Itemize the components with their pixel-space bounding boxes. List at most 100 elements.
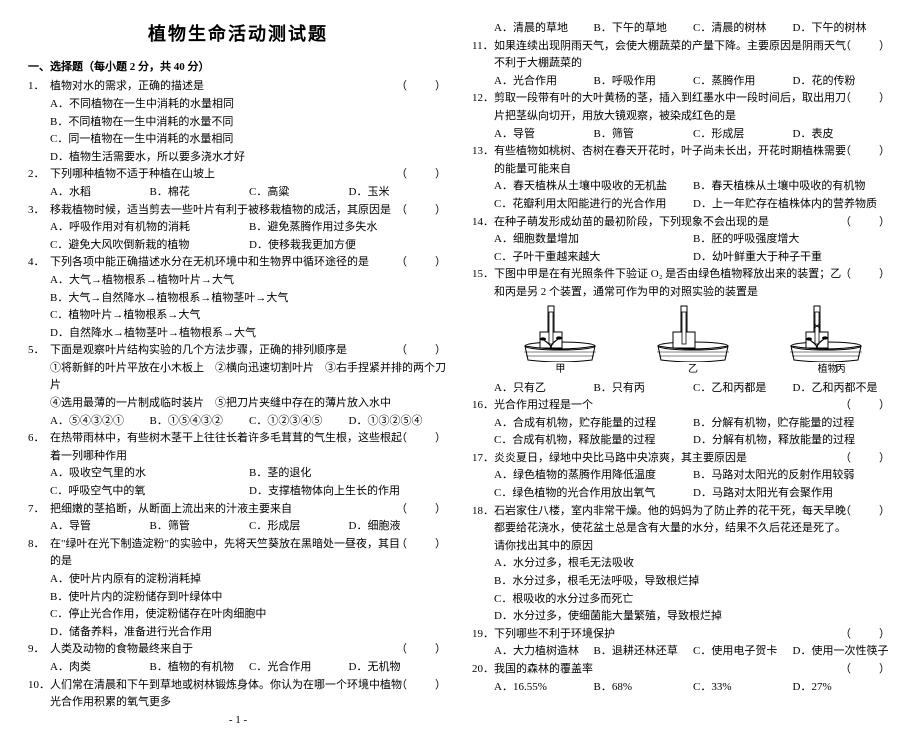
question-number: 18． <box>472 503 494 521</box>
question-stem: 12．剪取一段带有叶的大叶黄杨的茎，插入到红墨水中一段时间后，取出用刀片把茎纵向… <box>472 90 892 125</box>
answer-paren: （ ） <box>840 266 892 284</box>
option: C．避免大风吹倒新栽的植物 <box>50 237 249 255</box>
option: B．避免蒸腾作用过多失水 <box>249 219 448 237</box>
answer-paren: （ ） <box>396 166 448 184</box>
question-options: A．水分过多，根毛无法吸收B．水分过多，根毛无法呼吸，导致根烂掉C．根吸收的水分… <box>472 555 892 625</box>
option: D．上一年贮存在植株体内的营养物质 <box>693 196 892 214</box>
option: B．水分过多，根毛无法呼吸，导致根烂掉 <box>494 573 892 591</box>
question-options: A．⑤④③②①B．①⑤④③②C．①②③④⑤D．①③②⑤④ <box>28 413 448 431</box>
question-options: A．吸收空气里的水B．茎的退化C．呼吸空气中的氧D．支撑植物体向上生长的作用 <box>28 465 448 500</box>
question-number: 3． <box>28 202 45 220</box>
left-column: 植物生命活动测试题 一、选择题（每小题 2 分，共 40 分） 1．植物对水的需… <box>28 20 448 640</box>
answer-paren: （ ） <box>840 214 892 232</box>
option: A．不同植物在一生中消耗的水量相同 <box>50 96 448 114</box>
option: B．棉花 <box>150 184 250 202</box>
answer-paren: （ ） <box>840 503 892 521</box>
question-number: 13． <box>472 143 494 161</box>
option: D．使移栽我更加方便 <box>249 237 448 255</box>
option: A．春天植株从土壤中吸收的无机盐 <box>494 178 693 196</box>
option: B．分解有机物，贮存能量的过程 <box>693 415 892 433</box>
question-steps: ①将新鲜的叶片平放在小木板上 ②横向迅速切割叶片 ③右手捏紧并排的两个刀片④选用… <box>28 360 448 413</box>
option: B．不同植物在一生中消耗的水量不同 <box>50 114 448 132</box>
question-number: 10． <box>28 677 50 695</box>
option: D．27% <box>793 679 893 697</box>
question-options: A．绿色植物的蒸腾作用降低温度B．马路对太阳光的反射作用较弱C．绿色植物的光合作… <box>472 467 892 502</box>
answer-paren: （ ） <box>396 202 448 220</box>
option: D．分解有机物，释放能量的过程 <box>693 432 892 450</box>
option: B．植物的有机物 <box>150 659 250 677</box>
questions-left: 1．植物对水的需求，正确的描述是 （ ） A．不同植物在一生中消耗的水量相同B．… <box>28 78 448 711</box>
question-number: 2． <box>28 166 45 184</box>
answer-paren: （ ） <box>396 254 448 272</box>
option: B．下午的草地 <box>594 20 694 38</box>
option: A．合成有机物，贮存能量的过程 <box>494 415 693 433</box>
question-options: A．导管B．筛管C．形成层D．细胞液 <box>28 518 448 536</box>
question-number: 8． <box>28 536 45 554</box>
question-options: A．春天植株从土壤中吸收的无机盐B．春天植株从土壤中吸收的有机物C．花瓣利用太阳… <box>472 178 892 213</box>
option: A．肉类 <box>50 659 150 677</box>
answer-paren: （ ） <box>840 397 892 415</box>
question-number: 4． <box>28 254 45 272</box>
figure-yi: 乙 <box>653 304 733 378</box>
question-number: 19． <box>472 626 494 644</box>
question-options: A．水稻B．棉花C．高粱D．玉米 <box>28 184 448 202</box>
option: A．细胞数量增加 <box>494 231 693 249</box>
question-stem: 10．人们常在清晨和下午到草地或树林锻炼身体。你认为在哪一个环境中植物光合作用积… <box>28 677 448 712</box>
option: A．⑤④③②① <box>50 413 150 431</box>
option: B．春天植株从土壤中吸收的有机物 <box>693 178 892 196</box>
option: C．同一植物在一生中消耗的水量相同 <box>50 131 448 149</box>
option: A．吸收空气里的水 <box>50 465 249 483</box>
option: D．支撑植物体向上生长的作用 <box>249 483 448 501</box>
question-stem: 19．下列哪些不利于环境保护 （ ） <box>472 626 892 644</box>
question-options: A．导管B．筛管C．形成层D．表皮 <box>472 126 892 144</box>
figure-row: 甲 乙 植物 丙 <box>494 304 892 378</box>
question-number: 5． <box>28 342 45 360</box>
option: D．乙和丙都不是 <box>793 380 893 398</box>
question-options: A．细胞数量增加B．胚的呼吸强度增大C．子叶干重越来越大D．幼叶鲜重大于种子干重 <box>472 231 892 266</box>
option: C．高粱 <box>249 184 349 202</box>
question-stem: 16．光合作用过程是一个 （ ） <box>472 397 892 415</box>
right-column: A．清晨的草地B．下午的草地C．清晨的树林D．下午的树林 11．如果连续出现阴雨… <box>472 20 892 640</box>
answer-paren: （ ） <box>396 641 448 659</box>
option: B．茎的退化 <box>249 465 448 483</box>
question-stem: 18．石岩家住八楼，室内非常干燥。他的妈妈为了防止养的花干死，每天早晚都要给花浇… <box>472 503 892 556</box>
question-stem: 14．在种子萌发形成幼苗的最初阶段，下列现象不会出现的是 （ ） <box>472 214 892 232</box>
question-stem: 11．如果连续出现阴雨天气，会使大棚蔬菜的产量下降。主要原因是阴雨天气不利于大棚… <box>472 38 892 73</box>
question-number: 1． <box>28 78 45 96</box>
question-number: 6． <box>28 430 45 448</box>
questions-right: A．清晨的草地B．下午的草地C．清晨的树林D．下午的树林 11．如果连续出现阴雨… <box>472 20 892 696</box>
option: A．光合作用 <box>494 73 594 91</box>
question-stem: 7．把细嫩的茎掐断，从断面上流出来的汁液主要来自 （ ） <box>28 501 448 519</box>
option: C．花瓣利用太阳能进行的光合作用 <box>494 196 693 214</box>
option: B．筛管 <box>594 126 694 144</box>
question-stem: 5．下面是观察叶片结构实验的几个方法步骤，正确的排列顺序是 （ ） <box>28 342 448 360</box>
question-stem: 6．在热带雨林中，有些树木茎干上往往长着许多毛茸茸的气生根，这些根起着一列哪种作… <box>28 430 448 465</box>
option: C．绿色植物的光合作用放出氧气 <box>494 485 693 503</box>
option: A．导管 <box>494 126 594 144</box>
option: B．筛管 <box>150 518 250 536</box>
option: A．清晨的草地 <box>494 20 594 38</box>
answer-paren: （ ） <box>396 677 448 695</box>
question-number: 15． <box>472 266 494 284</box>
question-stem: 4．下列各项中能正确描述水分在无机环境中和生物界中循环途径的是 （ ） <box>28 254 448 272</box>
question-options: A．光合作用B．呼吸作用C．蒸腾作用D．花的传粉 <box>472 73 892 91</box>
option: B．只有丙 <box>594 380 694 398</box>
option: D．植物生活需要水，所以要多浇水才好 <box>50 149 448 167</box>
question-stem: 3．移栽植物时候，适当剪去一些叶片有利于被移栽植物的成活，其原因是 （ ） <box>28 202 448 220</box>
option: A．使叶片内原有的淀粉消耗掉 <box>50 571 448 589</box>
option: C．清晨的树林 <box>693 20 793 38</box>
question-options: A．清晨的草地B．下午的草地C．清晨的树林D．下午的树林 <box>472 20 892 38</box>
answer-paren: （ ） <box>840 450 892 468</box>
question-stem: 1．植物对水的需求，正确的描述是 （ ） <box>28 78 448 96</box>
question-stem: 2．下列哪种植物不适于种植在山坡上 （ ） <box>28 166 448 184</box>
option: C．停止光合作用，使淀粉储存在叶肉细胞中 <box>50 606 448 624</box>
question-number: 9． <box>28 641 45 659</box>
option: C．根吸收的水分过多而死亡 <box>494 591 892 609</box>
option: B．马路对太阳光的反射作用较弱 <box>693 467 892 485</box>
option: D．无机物 <box>349 659 449 677</box>
question-options: A．16.55%B．68%C．33%D．27% <box>472 679 892 697</box>
option: D．自然降水→植物茎叶→植物根系→大气 <box>50 325 448 343</box>
option: C．①②③④⑤ <box>249 413 349 431</box>
option: D．使用一次性筷子 <box>793 643 893 661</box>
option: C．子叶干重越来越大 <box>494 249 693 267</box>
